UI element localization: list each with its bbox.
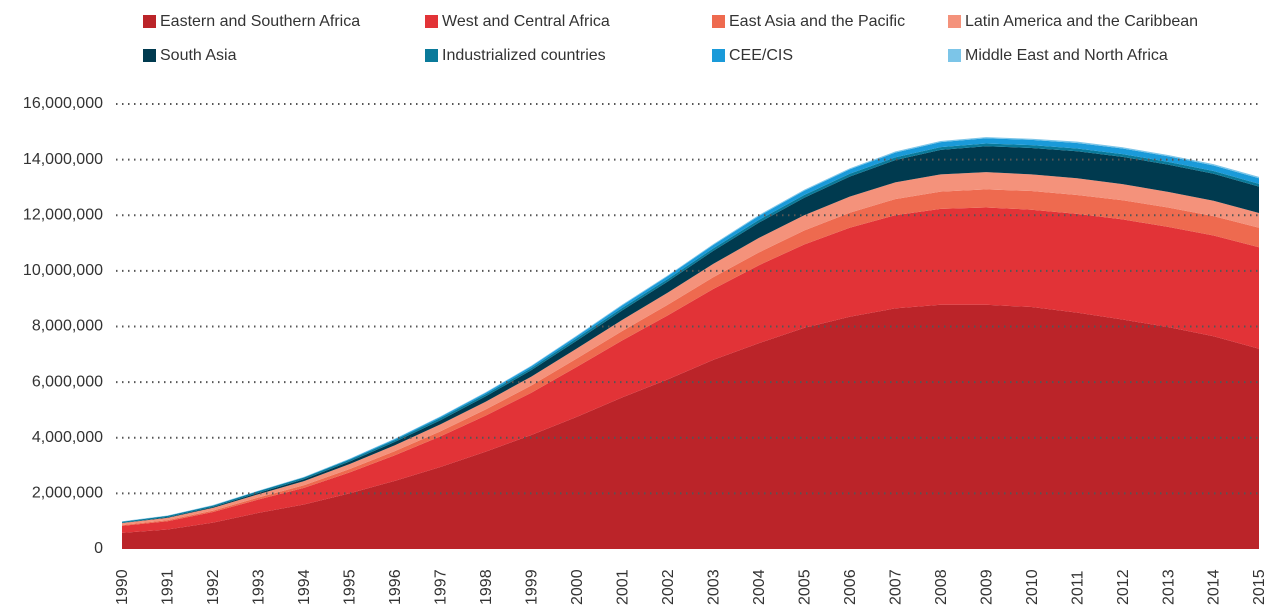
legend-label: South Asia — [160, 47, 237, 64]
areas — [122, 137, 1259, 549]
x-tick-label: 1998 — [478, 569, 495, 605]
y-tick-label: 0 — [94, 540, 103, 557]
y-tick-label: 6,000,000 — [32, 373, 103, 390]
legend-swatch — [948, 15, 961, 28]
x-tick-label: 2001 — [614, 569, 631, 605]
x-tick-label: 2008 — [933, 569, 950, 605]
x-tick-label: 2010 — [1024, 569, 1041, 605]
x-tick-label: 1993 — [251, 569, 268, 605]
x-tick-label: 1994 — [296, 569, 313, 605]
area — [122, 189, 1259, 526]
legend-label: West and Central Africa — [442, 13, 610, 30]
x-tick-label: 2011 — [1069, 570, 1086, 605]
x-tick-label: 2005 — [796, 569, 813, 605]
x-tick-label: 1997 — [433, 569, 450, 605]
x-tick-label: 1996 — [387, 569, 404, 605]
legend-swatch — [948, 49, 961, 62]
legend-label: East Asia and the Pacific — [729, 13, 905, 30]
area — [122, 207, 1259, 533]
area — [122, 304, 1259, 549]
legend-swatch — [425, 15, 438, 28]
y-tick-label: 14,000,000 — [23, 151, 103, 168]
y-tick-label: 8,000,000 — [32, 318, 103, 335]
x-tick-label: 2002 — [660, 569, 677, 605]
x-tick-label: 2014 — [1206, 569, 1223, 605]
legend-label: Industrialized countries — [442, 47, 606, 64]
x-tick-label: 2006 — [842, 569, 859, 605]
x-tick-label: 1995 — [342, 569, 359, 605]
legend-swatch — [712, 15, 725, 28]
x-tick-label: 2012 — [1115, 569, 1132, 605]
legend-swatch — [712, 49, 725, 62]
x-tick-label: 1992 — [205, 569, 222, 605]
x-tick-label: 1991 — [160, 569, 177, 605]
x-tick-label: 2013 — [1160, 569, 1177, 605]
x-tick-label: 1999 — [524, 569, 541, 605]
area — [122, 146, 1259, 524]
x-tick-label: 2004 — [751, 569, 768, 605]
y-tick-label: 4,000,000 — [32, 429, 103, 446]
y-tick-label: 10,000,000 — [23, 262, 103, 279]
legend-label: CEE/CIS — [729, 47, 793, 64]
y-tick-label: 12,000,000 — [23, 206, 103, 223]
x-tick-label: 2007 — [887, 569, 904, 605]
y-tick-label: 2,000,000 — [32, 485, 103, 502]
legend-label: Latin America and the Caribbean — [965, 13, 1198, 30]
legend-swatch — [143, 15, 156, 28]
x-tick-label: 2000 — [569, 569, 586, 605]
x-tick-label: 1990 — [114, 569, 131, 605]
y-tick-label: 16,000,000 — [23, 95, 103, 112]
legend-label: Middle East and North Africa — [965, 47, 1168, 64]
x-tick-label: 2003 — [705, 569, 722, 605]
x-tick-label: 2015 — [1251, 569, 1265, 605]
legend-swatch — [425, 49, 438, 62]
legend-swatch — [143, 49, 156, 62]
x-tick-label: 2009 — [978, 569, 995, 605]
legend-label: Eastern and Southern Africa — [160, 13, 360, 30]
